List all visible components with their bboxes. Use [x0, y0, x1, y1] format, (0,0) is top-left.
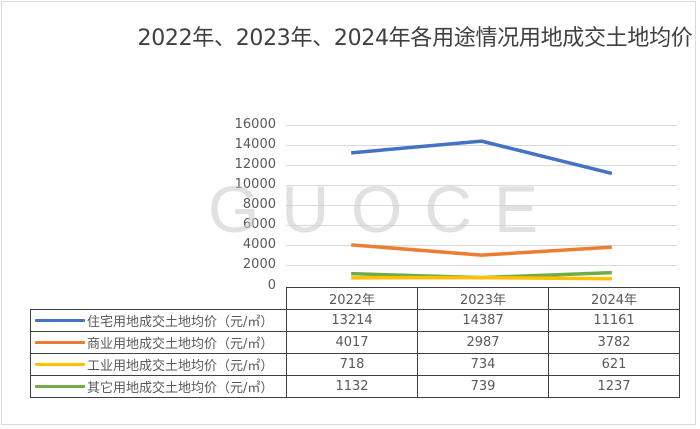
row-legend: 工业用地成交土地均价（元/㎡） — [30, 353, 287, 376]
series-line — [351, 275, 612, 281]
table-corner — [30, 287, 287, 310]
row-label: 商业用地成交土地均价（元/㎡） — [87, 337, 274, 352]
y-tick-label: 16000 — [234, 117, 276, 132]
table-cell: 13214 — [286, 309, 418, 332]
table-cell: 734 — [417, 353, 549, 376]
column-header: 2022年 — [286, 287, 418, 310]
row-label: 工业用地成交土地均价（元/㎡） — [87, 359, 274, 374]
gridlines — [286, 125, 677, 266]
y-tick-label: 6000 — [242, 217, 276, 232]
y-tick-label: 2000 — [242, 257, 276, 272]
table-cell: 3782 — [548, 331, 680, 354]
row-legend: 其它用地成交土地均价（元/㎡） — [30, 375, 287, 398]
table-row: 住宅用地成交土地均价（元/㎡） 13214 14387 11161 — [30, 309, 680, 332]
table-cell: 14387 — [417, 309, 549, 332]
row-legend: 商业用地成交土地均价（元/㎡） — [30, 331, 287, 354]
table-cell: 1132 — [286, 375, 418, 398]
table-cell: 2987 — [417, 331, 549, 354]
legend-line-icon — [35, 385, 85, 388]
series-line — [351, 139, 613, 176]
table-row: 商业用地成交土地均价（元/㎡） 4017 2987 3782 — [30, 331, 680, 354]
table-header-row: 2022年 2023年 2024年 — [30, 287, 680, 310]
column-header: 2023年 — [417, 287, 549, 310]
table-cell: 718 — [286, 353, 418, 376]
y-tick-label: 14000 — [234, 137, 276, 152]
table-cell: 739 — [417, 375, 549, 398]
chart-title: 2022年、2023年、2024年各用途情况用地成交土地均价 — [137, 26, 693, 51]
data-table: 2022年 2023年 2024年 住宅用地成交土地均价（元/㎡） 13214 … — [30, 287, 680, 398]
row-legend: 住宅用地成交土地均价（元/㎡） — [30, 309, 287, 332]
y-tick-label: 0 — [267, 278, 276, 293]
table-cell: 621 — [548, 353, 680, 376]
row-label: 住宅用地成交土地均价（元/㎡） — [87, 315, 274, 330]
table-row: 其它用地成交土地均价（元/㎡） 1132 739 1237 — [30, 375, 680, 398]
y-tick-label: 4000 — [242, 237, 276, 252]
column-header: 2024年 — [548, 287, 680, 310]
legend-line-icon — [35, 341, 85, 344]
table-cell: 1237 — [548, 375, 680, 398]
table-row: 工业用地成交土地均价（元/㎡） 718 734 621 — [30, 353, 680, 376]
table-cell: 4017 — [286, 331, 418, 354]
legend-line-icon — [35, 363, 85, 366]
y-tick-label: 8000 — [242, 197, 276, 212]
y-tick-label: 12000 — [234, 157, 276, 172]
series-lines — [351, 139, 613, 281]
legend-line-icon — [35, 319, 85, 322]
row-label: 其它用地成交土地均价（元/㎡） — [87, 381, 274, 396]
table-cell: 11161 — [548, 309, 680, 332]
y-tick-label: 10000 — [234, 177, 276, 192]
series-line — [351, 243, 612, 257]
